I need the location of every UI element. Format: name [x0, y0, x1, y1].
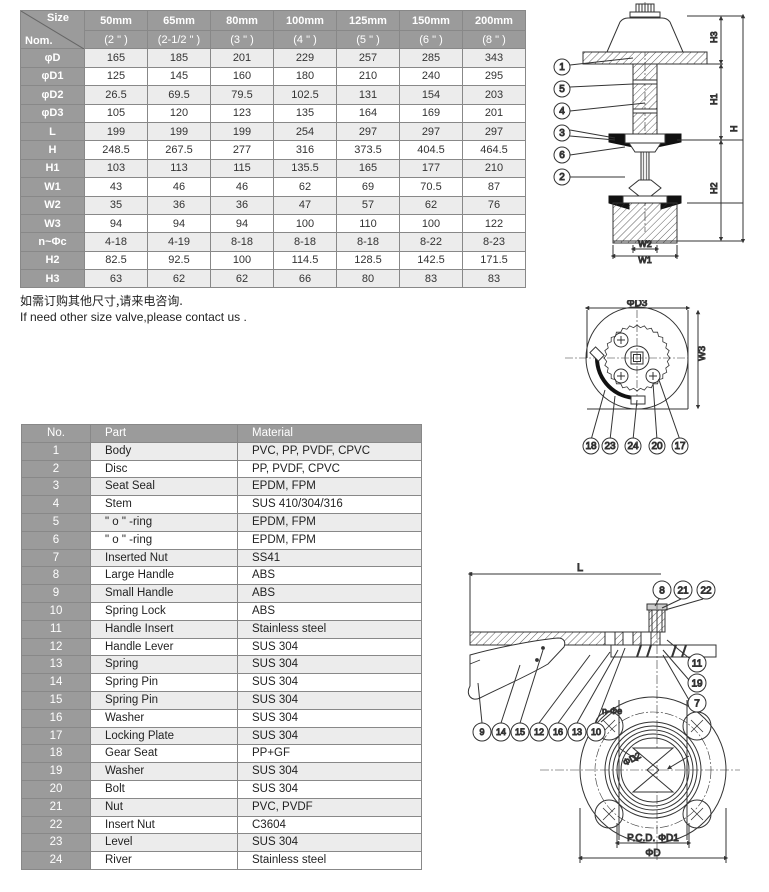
- svg-text:18: 18: [585, 441, 597, 452]
- svg-text:16: 16: [553, 727, 563, 737]
- svg-text:n-Φe: n-Φe: [602, 706, 622, 716]
- svg-text:3: 3: [559, 128, 565, 139]
- svg-text:24: 24: [627, 441, 639, 452]
- svg-text:10: 10: [591, 727, 601, 737]
- svg-text:5: 5: [559, 84, 565, 95]
- svg-text:15: 15: [515, 727, 525, 737]
- svg-text:19: 19: [691, 679, 703, 690]
- svg-text:23: 23: [604, 441, 616, 452]
- svg-text:22: 22: [700, 586, 712, 597]
- svg-text:17: 17: [674, 441, 686, 452]
- svg-text:W3: W3: [697, 346, 708, 361]
- svg-text:7: 7: [694, 699, 700, 710]
- svg-text:6: 6: [559, 150, 565, 161]
- svg-text:H1: H1: [709, 93, 719, 105]
- svg-text:12: 12: [534, 727, 544, 737]
- svg-text:13: 13: [572, 727, 582, 737]
- svg-text:L: L: [577, 562, 583, 574]
- svg-text:21: 21: [677, 586, 689, 597]
- svg-text:P.C.D. ΦD1: P.C.D. ΦD1: [627, 833, 679, 844]
- svg-text:H2: H2: [709, 182, 719, 194]
- svg-text:11: 11: [692, 659, 703, 670]
- svg-text:W2: W2: [638, 239, 652, 249]
- svg-text:1: 1: [559, 62, 565, 73]
- svg-text:W1: W1: [638, 255, 652, 265]
- svg-text:H3: H3: [709, 31, 719, 43]
- svg-text:8: 8: [659, 586, 665, 597]
- svg-text:H: H: [729, 126, 739, 133]
- svg-text:9: 9: [479, 727, 484, 737]
- svg-text:ΦD: ΦD: [645, 848, 660, 859]
- svg-text:14: 14: [496, 727, 506, 737]
- svg-text:2: 2: [559, 172, 565, 183]
- svg-text:4: 4: [559, 106, 565, 117]
- svg-text:20: 20: [651, 441, 663, 452]
